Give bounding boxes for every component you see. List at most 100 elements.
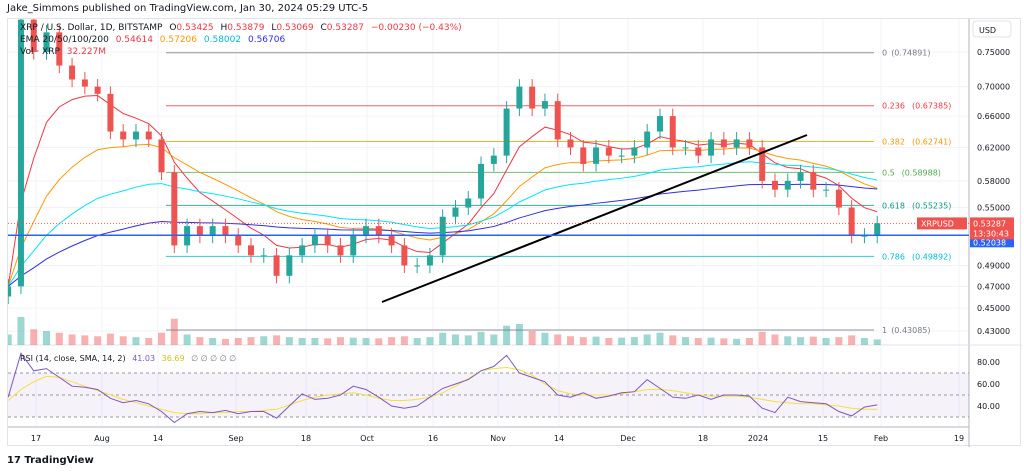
volume-bar — [515, 324, 523, 345]
price-tick: 0.58000 — [977, 177, 1010, 186]
candle-body — [529, 86, 536, 109]
tradingview-logo[interactable]: 𝟭𝟳 TradingView — [7, 455, 94, 466]
candle-body — [273, 255, 280, 276]
candle-body — [69, 65, 76, 80]
volume-bar — [43, 331, 51, 345]
change-value: −0.00230 (−0.43%) — [370, 23, 462, 33]
candle-body — [874, 223, 881, 236]
symbol-title[interactable]: XRP / U.S. Dollar, 1D, BITSTAMP — [20, 23, 163, 33]
time-tick: 15 — [818, 434, 828, 443]
volume-bar — [119, 336, 127, 345]
volume-bar — [567, 336, 574, 345]
candle-body — [107, 93, 114, 132]
candle-body — [56, 32, 63, 66]
candle-body — [350, 235, 357, 256]
candle-body — [516, 86, 523, 109]
fib-label-level: 0.5 — [882, 168, 895, 177]
candle-body — [503, 108, 510, 156]
volume-bar — [873, 339, 881, 345]
candle-body — [81, 79, 88, 87]
price-tick: 0.43000 — [977, 327, 1010, 336]
time-tick: 18 — [301, 434, 311, 443]
candle-body — [311, 235, 318, 246]
volume-bar — [733, 338, 741, 345]
candle-body — [618, 155, 625, 157]
rsi-ma-value: 36.69 — [161, 354, 185, 363]
volume-bar — [605, 338, 613, 345]
fib-label-price: (0.67385) — [912, 102, 951, 111]
volume-bar — [682, 337, 690, 345]
volume-bar — [81, 335, 89, 345]
time-tick: 2024 — [748, 434, 768, 443]
candle-body — [771, 180, 778, 190]
volume-title[interactable]: Vol · XRP — [20, 47, 60, 57]
hline-tag-bg — [970, 236, 1014, 248]
candle-body — [541, 101, 548, 109]
ema-title[interactable]: EMA 20/50/100/200 — [20, 35, 109, 45]
price-chart[interactable]: USD 0.75000 0.70000 0.66000 0.62000 0.58000 0.… — [8, 19, 1022, 447]
volume-bar — [822, 338, 830, 345]
candle-body — [158, 139, 165, 173]
countdown-tag: 13:30:43 — [973, 229, 1009, 238]
time-tick: 17 — [31, 434, 41, 443]
symbol-tag: XRPUSD — [921, 219, 954, 228]
volume-bar — [860, 338, 868, 345]
volume-bar — [260, 336, 268, 345]
candle-body — [720, 139, 727, 148]
volume-bar — [132, 337, 140, 345]
rsi-line — [8, 352, 878, 424]
volume-bar — [400, 336, 408, 345]
volume-bar — [528, 331, 536, 345]
candle-body — [465, 198, 472, 208]
price-tag: 0.53287 — [973, 219, 1006, 228]
volume-bar — [758, 331, 766, 345]
volume-bar — [158, 332, 166, 345]
low-label: L — [271, 23, 277, 33]
fib-label-level: 0.382 — [882, 138, 905, 147]
candle-body — [30, 19, 37, 52]
candle-body — [797, 172, 804, 181]
trend-line — [381, 134, 808, 303]
candle-body — [835, 189, 842, 208]
low-value: 0.53069 — [276, 23, 314, 33]
volume-value: 32.227M — [66, 47, 107, 57]
volume-bar — [106, 333, 114, 345]
price-tick: 0.75000 — [977, 48, 1010, 57]
candle-body — [644, 131, 651, 148]
volume-bar — [324, 338, 332, 345]
time-tick: Feb — [874, 434, 888, 443]
volume-bar — [720, 338, 728, 345]
candle-body — [605, 147, 612, 156]
candle-body — [235, 235, 242, 246]
tradingview-logo-icon: 𝟭𝟳 — [7, 455, 25, 466]
candle-body — [94, 86, 101, 94]
candle-body — [567, 139, 574, 148]
fib-label-level: 0 — [882, 49, 887, 58]
chart-frame[interactable]: USD 0.75000 0.70000 0.66000 0.62000 0.58000 0.… — [7, 18, 1022, 447]
price-tick: 0.55000 — [977, 204, 1010, 213]
volume-bar — [375, 338, 383, 345]
time-tick: 19 — [954, 434, 964, 443]
high-label: H — [220, 23, 228, 33]
candle-body — [554, 101, 561, 140]
candle-body — [823, 189, 830, 191]
fib-label-level: 0.786 — [882, 252, 905, 261]
currency-box — [972, 20, 1012, 38]
price-tick: 0.49000 — [977, 261, 1010, 270]
volume-bar — [477, 331, 485, 345]
candle-body — [209, 226, 216, 236]
volume-bar — [835, 337, 843, 345]
fib-label-price: (0.43085) — [891, 326, 930, 335]
rsi-title[interactable]: RSI (14, close, SMA, 14, 2) — [20, 354, 126, 363]
volume-bar — [669, 335, 677, 345]
price-tick: 0.66000 — [977, 112, 1010, 121]
symbol-legend: XRP / U.S. Dollar, 1D, BITSTAMP O0.53425… — [20, 23, 466, 33]
candle-body — [784, 180, 791, 190]
time-tick: Aug — [94, 434, 110, 443]
fib-label-price: (0.58988) — [902, 168, 941, 177]
candle-body — [593, 147, 600, 164]
time-tick: Dec — [620, 434, 635, 443]
candle-body — [8, 286, 12, 297]
rsi-tick: 60.00 — [977, 380, 1000, 389]
volume-bar — [554, 334, 562, 345]
